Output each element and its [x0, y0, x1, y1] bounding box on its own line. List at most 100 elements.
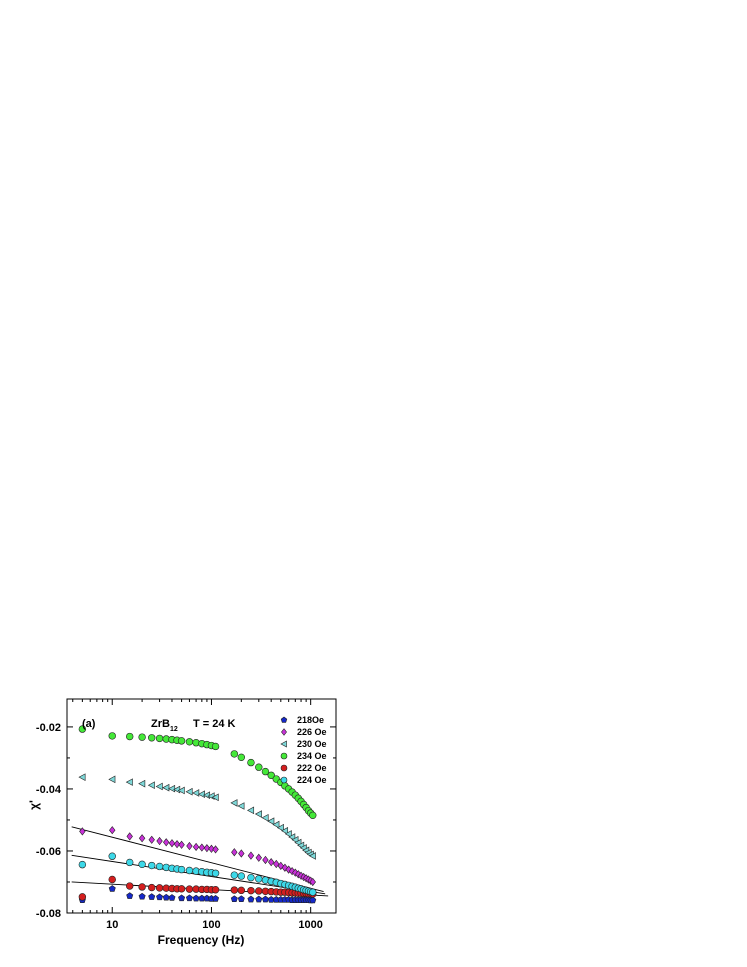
data-point	[148, 893, 156, 900]
data-point	[185, 885, 194, 893]
data-point	[230, 871, 239, 879]
data-point	[255, 887, 263, 895]
data-point	[230, 895, 238, 903]
temperature-label: T = 24 K	[193, 718, 236, 730]
x-axis-title: Frequency (Hz)	[158, 933, 245, 947]
legend-label: 234 Oe	[297, 751, 327, 761]
data-point	[237, 872, 246, 880]
legend-marker	[280, 764, 288, 772]
data-point	[148, 861, 156, 870]
data-point	[185, 787, 193, 796]
legend-label: 224 Oe	[297, 775, 327, 785]
data-point	[109, 826, 116, 835]
data-point	[261, 895, 269, 903]
data-point	[284, 830, 292, 838]
data-point	[267, 771, 275, 779]
data-point	[309, 896, 317, 904]
data-point	[185, 894, 193, 902]
compound-label-main: ZrB	[151, 718, 170, 730]
data-point	[155, 782, 163, 791]
data-point	[230, 750, 239, 758]
data-point	[185, 738, 194, 746]
data-point	[108, 852, 116, 860]
data-point	[238, 849, 245, 858]
data-point	[230, 886, 239, 894]
legend-marker	[280, 716, 288, 723]
data-point	[173, 840, 181, 849]
data-point	[247, 886, 255, 895]
x-tick-label: 1000	[298, 919, 322, 931]
data-point	[178, 894, 186, 902]
data-point	[155, 862, 164, 871]
data-point	[309, 877, 316, 887]
data-point	[108, 875, 116, 884]
data-point	[78, 725, 87, 733]
data-point	[288, 867, 296, 876]
data-point	[281, 863, 289, 872]
data-point	[197, 790, 205, 799]
legend-marker	[280, 776, 288, 784]
plot-frame	[66, 698, 337, 914]
data-point	[168, 784, 176, 793]
x-tick-label: 100	[202, 919, 220, 931]
data-point	[78, 893, 87, 901]
data-point	[168, 839, 176, 848]
data-point	[147, 781, 155, 790]
series-234oe	[78, 725, 317, 820]
compound-label-subscript: 12	[170, 726, 178, 733]
data-point	[155, 884, 164, 892]
data-point	[247, 806, 255, 815]
data-point	[108, 885, 116, 892]
data-point	[292, 868, 299, 877]
data-point	[212, 845, 219, 854]
compound-label: ZrB12	[151, 718, 178, 733]
data-point	[178, 840, 185, 849]
data-point	[108, 732, 116, 740]
data-point	[247, 758, 255, 767]
axes: 10 100 1000 -0.08 -0.06 -0.04 -0.02	[36, 699, 336, 931]
legend-label: 230 Oe	[297, 739, 327, 749]
data-point	[280, 827, 289, 835]
data-point	[255, 875, 263, 883]
data-point	[212, 895, 220, 902]
data-point	[237, 886, 246, 895]
data-point	[255, 763, 263, 771]
data-point	[138, 834, 146, 843]
data-point	[277, 861, 284, 870]
data-point	[185, 866, 194, 875]
data-point	[162, 783, 170, 792]
data-point	[285, 865, 292, 874]
data-point	[262, 855, 269, 865]
series-224oe	[78, 852, 317, 896]
data-point	[156, 893, 164, 901]
data-point	[138, 883, 146, 891]
data-point	[192, 842, 200, 852]
data-point	[192, 894, 200, 902]
data-point	[273, 859, 280, 869]
data-point	[230, 799, 238, 807]
data-point	[261, 813, 269, 822]
data-point	[162, 893, 170, 901]
data-point	[126, 832, 133, 841]
data-point	[177, 865, 186, 874]
data-point	[308, 852, 316, 860]
data-point	[156, 836, 163, 846]
data-point	[237, 895, 245, 903]
data-point	[211, 793, 219, 802]
data-point	[255, 853, 262, 862]
legend-marker	[280, 752, 288, 760]
data-point	[126, 858, 134, 867]
data-point	[155, 734, 164, 743]
y-tick-label: -0.06	[36, 846, 61, 858]
data-point	[177, 885, 186, 893]
data-point	[148, 883, 156, 892]
data-point	[247, 851, 255, 860]
data-point	[208, 844, 215, 853]
data-point	[125, 778, 133, 786]
data-point	[192, 789, 200, 797]
data-point	[163, 838, 170, 847]
y-tick-label: -0.02	[36, 722, 61, 734]
data-point	[247, 895, 255, 903]
data-point	[78, 773, 86, 781]
